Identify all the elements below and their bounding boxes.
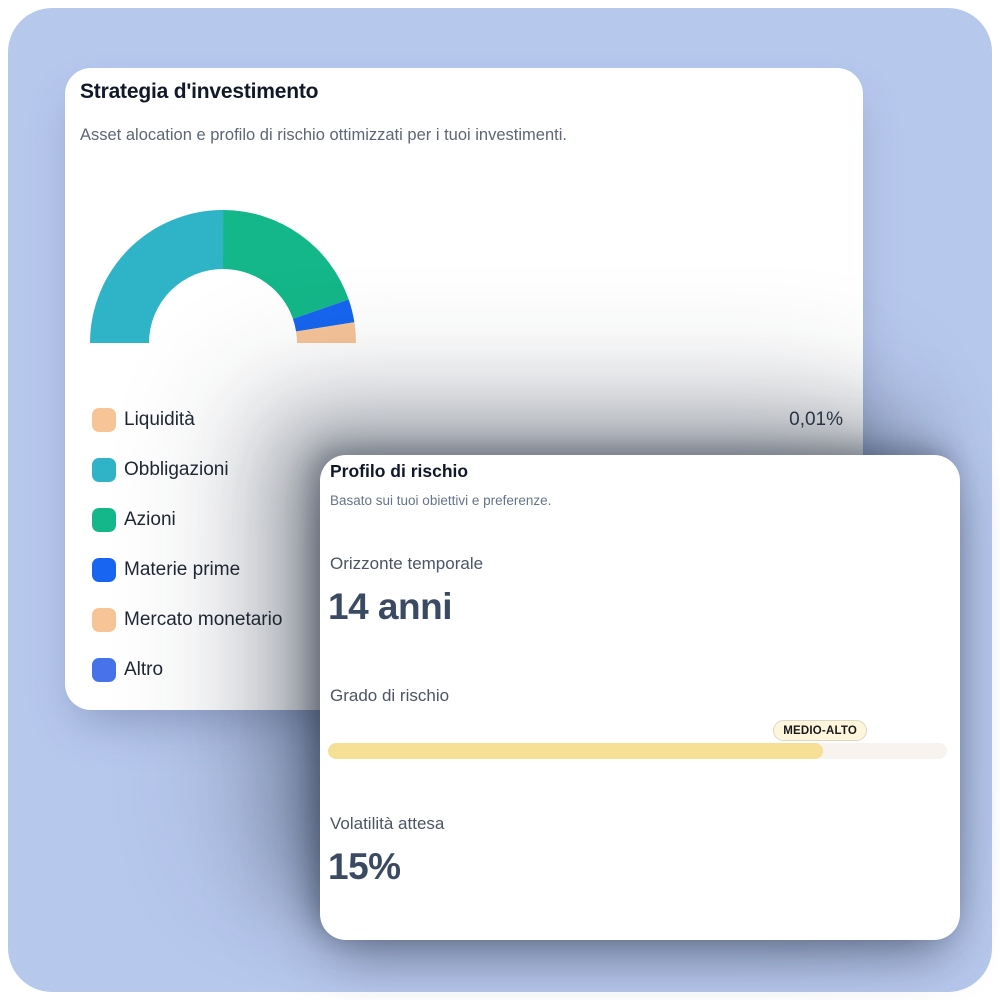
investment-strategy-card: Strategia d'investimento Asset alocation… [65,68,863,710]
legend-item-altro: Altro [92,658,843,682]
legend-label: Mercato monetario [124,609,283,630]
risk-level-label: Grado di rischio [330,686,450,705]
legend-item-materie-prime: Materie prime [92,558,843,582]
time-horizon-value: 14 anni [328,586,453,627]
asset-allocation-half-donut-chart [90,209,356,344]
legend-value: 0,01% [789,409,843,430]
legend-swatch-obbligazioni [92,458,116,482]
donut-segment-azioni [223,210,349,319]
donut-segment-mercato-monetario [296,322,356,343]
risk-progress-fill [328,743,824,759]
risk-progress-bar [328,743,947,759]
legend-label: Liquidità [124,409,195,430]
strategy-card-title: Strategia d'investimento [80,80,319,103]
legend-label: Materie prime [124,559,241,580]
legend-swatch-liquidita [92,408,116,432]
donut-segment-obbligazioni [90,209,224,343]
legend-swatch-materie-prime [92,558,116,582]
legend-label: Obbligazioni [124,459,229,480]
legend-swatch-altro [92,658,116,682]
legend-label: Azioni [124,509,176,530]
legend-item-mercato-monetario: Mercato monetario [92,608,843,632]
risk-card-subtitle: Basato sui tuoi obiettivi e preferenze. [330,493,552,508]
donut-segment-materie-prime [292,299,355,332]
time-horizon-label: Orizzonte temporale [330,554,484,573]
risk-profile-card: Profilo di rischio Basato sui tuoi obiet… [320,455,960,940]
risk-card-title: Profilo di rischio [330,461,469,481]
legend-item-obbligazioni: Obbligazioni [92,458,843,482]
legend-swatch-azioni [92,508,116,532]
legend-label: Altro [124,659,164,680]
volatility-label: Volatilità attesa [330,814,445,833]
legend-item-liquidita: Liquidità 0,01% [92,408,843,432]
allocation-legend: Liquidità 0,01% Obbligazioni Azioni Mate… [92,408,843,682]
risk-level-badge: MEDIO-ALTO [773,720,867,741]
volatility-value: 15% [328,846,401,887]
legend-swatch-mercato-monetario [92,608,116,632]
strategy-card-subtitle: Asset alocation e profilo di rischio ott… [80,126,567,144]
legend-item-azioni: Azioni [92,508,843,532]
